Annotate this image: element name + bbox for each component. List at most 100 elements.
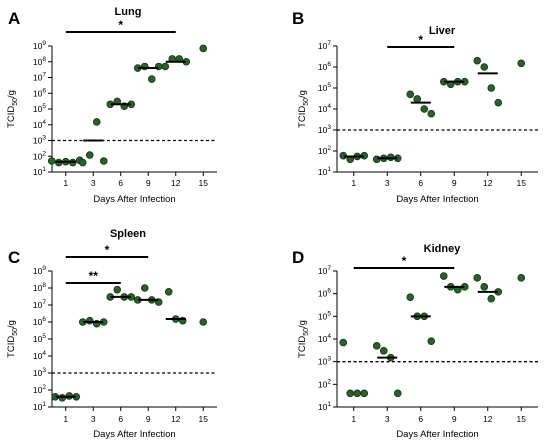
panel-c: C Spleen 101 102 103 104 105 106 107 108 109 1 3 6 9 12… bbox=[6, 228, 217, 440]
panel-d: D Kidney 101 102 103 104 105 106 107 1 3 6 9 12 15 Days… bbox=[292, 243, 538, 440]
x-tick-label: 9 bbox=[452, 178, 457, 188]
x-tick-label: 9 bbox=[146, 414, 151, 424]
data-point bbox=[393, 389, 402, 398]
data-point bbox=[473, 274, 482, 282]
x-tick-label: 15 bbox=[199, 178, 209, 188]
panel-b: B Liver 101 102 103 104 105 106 107 1 3 6 9 12 15 Days … bbox=[292, 9, 538, 205]
data-point bbox=[480, 63, 489, 71]
data-point bbox=[113, 285, 122, 294]
y-tick-label: 104 bbox=[318, 103, 331, 114]
x-tick-label: 12 bbox=[483, 178, 493, 188]
panel-a: A Lung 101 102 103 104 105 106 107 108 109 1 3 6 9 12 15… bbox=[6, 6, 217, 205]
data-point bbox=[140, 284, 149, 292]
data-point bbox=[372, 155, 381, 164]
y-tick-label: 105 bbox=[33, 103, 46, 114]
y-tick-label: 102 bbox=[33, 384, 46, 395]
x-axis-label: Days After Infection bbox=[396, 429, 478, 440]
x-tick-label: 1 bbox=[63, 178, 68, 188]
panel-letter: A bbox=[8, 9, 20, 28]
data-point bbox=[85, 151, 94, 159]
data-point bbox=[92, 118, 101, 126]
y-tick-label: 101 bbox=[318, 166, 331, 177]
data-point bbox=[199, 44, 208, 53]
x-tick-label: 3 bbox=[91, 178, 96, 188]
data-point bbox=[439, 272, 448, 280]
x-tick-label: 3 bbox=[91, 414, 96, 424]
data-point bbox=[99, 157, 108, 165]
data-point bbox=[85, 316, 94, 325]
y-tick-label: 107 bbox=[33, 299, 46, 310]
data-point bbox=[480, 283, 489, 291]
x-tick-label: 15 bbox=[517, 414, 527, 424]
y-axis-label: TCID50/g bbox=[6, 90, 19, 128]
significance-label: * bbox=[105, 243, 110, 257]
x-tick-label: 1 bbox=[63, 414, 68, 424]
y-tick-label: 103 bbox=[33, 367, 46, 378]
x-tick-label: 9 bbox=[146, 178, 151, 188]
significance-label: * bbox=[418, 33, 423, 47]
y-tick-label: 105 bbox=[318, 82, 331, 93]
panel-letter: C bbox=[8, 248, 20, 267]
y-tick-label: 106 bbox=[318, 288, 331, 299]
y-tick-label: 102 bbox=[33, 150, 46, 161]
data-point bbox=[473, 56, 482, 65]
y-tick-label: 106 bbox=[33, 87, 46, 98]
data-point bbox=[78, 158, 87, 167]
y-axis-label: TCID50/g bbox=[297, 320, 310, 358]
y-tick-label: 106 bbox=[33, 316, 46, 327]
y-tick-label: 103 bbox=[33, 135, 46, 146]
data-point bbox=[427, 109, 436, 118]
x-axis-label: Days After Infection bbox=[93, 429, 175, 440]
y-tick-label: 103 bbox=[318, 356, 331, 367]
y-tick-label: 103 bbox=[318, 124, 331, 135]
data-point bbox=[339, 338, 348, 347]
data-point bbox=[517, 274, 526, 282]
data-point bbox=[147, 75, 156, 83]
y-tick-label: 107 bbox=[318, 265, 331, 276]
y-tick-label: 108 bbox=[33, 56, 46, 67]
data-point bbox=[360, 389, 369, 398]
data-point bbox=[517, 59, 526, 68]
x-tick-label: 6 bbox=[118, 178, 123, 188]
data-point bbox=[487, 294, 496, 303]
y-tick-label: 105 bbox=[318, 310, 331, 321]
y-tick-label: 104 bbox=[33, 119, 46, 130]
x-axis-label: Days After Infection bbox=[396, 194, 478, 205]
panel-letter: D bbox=[292, 248, 304, 267]
y-tick-label: 108 bbox=[33, 282, 46, 293]
data-point bbox=[353, 389, 362, 398]
data-point bbox=[199, 318, 208, 326]
data-point bbox=[420, 105, 429, 113]
y-tick-label: 104 bbox=[318, 333, 331, 344]
y-tick-label: 109 bbox=[33, 40, 46, 51]
x-tick-label: 12 bbox=[483, 414, 493, 424]
y-tick-label: 106 bbox=[318, 61, 331, 72]
x-tick-label: 12 bbox=[171, 414, 181, 424]
y-tick-label: 101 bbox=[318, 401, 331, 412]
x-tick-label: 15 bbox=[517, 178, 527, 188]
y-tick-label: 101 bbox=[33, 166, 46, 177]
data-point bbox=[161, 62, 170, 71]
data-point bbox=[372, 342, 381, 350]
significance-label: * bbox=[402, 254, 407, 268]
y-tick-label: 105 bbox=[33, 333, 46, 344]
data-point bbox=[346, 389, 355, 398]
data-point bbox=[413, 95, 422, 103]
data-point bbox=[164, 287, 173, 296]
y-tick-label: 101 bbox=[33, 401, 46, 412]
y-tick-label: 104 bbox=[33, 350, 46, 361]
panel-title: Kidney bbox=[424, 243, 462, 255]
x-tick-label: 3 bbox=[385, 178, 390, 188]
data-point bbox=[47, 157, 56, 165]
x-tick-label: 6 bbox=[418, 414, 423, 424]
data-point bbox=[487, 84, 496, 92]
y-tick-label: 109 bbox=[33, 265, 46, 276]
y-tick-label: 102 bbox=[318, 378, 331, 389]
x-tick-label: 1 bbox=[351, 414, 356, 424]
data-point bbox=[494, 98, 503, 107]
x-tick-label: 12 bbox=[171, 178, 181, 188]
y-axis-label: TCID50/g bbox=[6, 320, 19, 358]
significance-label: * bbox=[118, 18, 123, 32]
x-tick-label: 9 bbox=[452, 414, 457, 424]
